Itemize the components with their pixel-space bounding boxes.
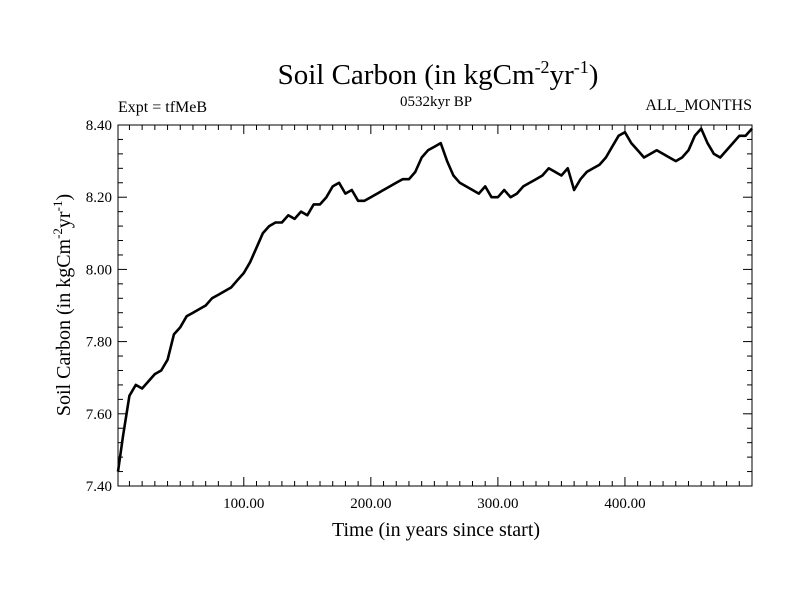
y-tick-label: 7.80 [86,335,112,351]
y-tick-label: 8.40 [86,118,112,134]
y-tick-label: 8.00 [86,262,112,278]
chart-title: Soil Carbon (in kgCm-2yr-1) [278,57,599,91]
y-tick-label: 8.20 [86,190,112,206]
y-axis-label: Soil Carbon (in kgCm-2yr-1) [50,194,75,416]
subtitle-left: Expt = tfMeB [118,99,207,116]
x-tick-label: 400.00 [604,496,645,512]
x-tick-label: 300.00 [477,496,518,512]
x-tick-labels: 100.00 200.00 300.00 400.00 [223,496,645,512]
series-line-soil-carbon [116,127,753,472]
subtitle-center: 0532kyr BP [400,94,472,110]
x-axis-label: Time (in years since start) [332,519,540,541]
y-tick-label: 7.40 [86,479,112,495]
subtitle-right: ALL_MONTHS [645,97,752,114]
x-tick-label: 100.00 [223,496,264,512]
axis-ticks [118,125,752,486]
plot-frame [117,124,753,487]
x-tick-label: 200.00 [350,496,391,512]
y-tick-label: 7.60 [86,407,112,423]
y-tick-labels: 7.40 7.60 7.80 8.00 8.20 8.40 [86,118,112,495]
